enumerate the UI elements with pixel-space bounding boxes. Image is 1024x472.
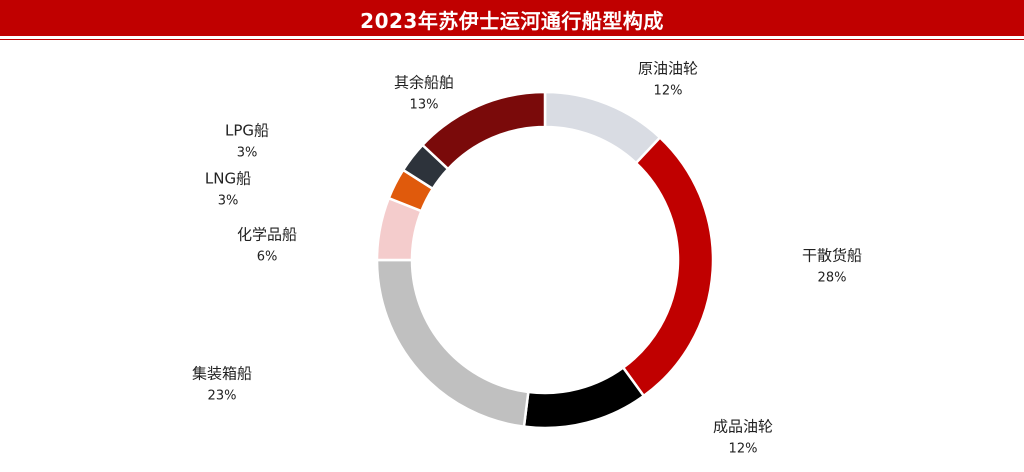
donut-chart: 原油油轮 12% 干散货船 28% 成品油轮 12% 集装箱船 23% 化学品船 6% LNG船 3%… xyxy=(192,60,862,457)
slice-label-6: LNG船 xyxy=(205,170,251,188)
slice-label-8: 其余船舶 xyxy=(394,74,454,92)
title-bar: 2023年苏伊士运河通行船型构成 xyxy=(0,0,1024,39)
slice-label-1: 原油油轮 xyxy=(638,60,698,78)
slice-value-6: 3% xyxy=(218,194,239,209)
donut-slice-4 xyxy=(375,258,530,429)
slice-label-7: LPG船 xyxy=(225,122,269,140)
donut-slice-8 xyxy=(420,90,547,171)
slice-value-4: 23% xyxy=(208,389,237,404)
chart-area: 原油油轮 12% 干散货船 28% 成品油轮 12% 集装箱船 23% 化学品船 6% LNG船 3%… xyxy=(0,39,1024,468)
slice-label-4: 集装箱船 xyxy=(192,365,252,383)
slice-value-2: 28% xyxy=(818,271,847,286)
slice-value-5: 6% xyxy=(257,250,278,265)
donut-slice-1 xyxy=(543,90,662,165)
donut-slice-3 xyxy=(522,365,646,430)
slice-value-1: 12% xyxy=(654,84,683,99)
chart-title: 2023年苏伊士运河通行船型构成 xyxy=(360,9,664,33)
donut-slice-2 xyxy=(621,135,715,398)
slice-value-7: 3% xyxy=(237,146,258,161)
slice-label-5: 化学品船 xyxy=(237,226,297,244)
slice-label-2: 干散货船 xyxy=(802,247,862,265)
slice-value-8: 13% xyxy=(410,98,439,113)
slice-value-3: 12% xyxy=(729,442,758,457)
slice-label-3: 成品油轮 xyxy=(713,418,773,436)
